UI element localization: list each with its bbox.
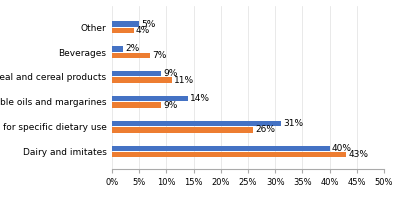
Text: 2%: 2% [125,44,139,53]
Text: 40%: 40% [332,144,352,153]
Bar [112,77,172,83]
Bar [112,146,330,151]
Bar [112,71,161,76]
Bar [112,152,346,158]
Text: 43%: 43% [348,150,368,159]
Bar [112,21,139,27]
Bar [112,127,254,133]
Bar [112,96,188,101]
Bar [112,121,281,126]
Bar [112,102,161,108]
Text: 7%: 7% [152,51,167,60]
Text: 26%: 26% [256,125,276,134]
Text: 11%: 11% [174,76,194,85]
Bar [112,28,134,33]
Text: 9%: 9% [163,69,178,78]
Text: 5%: 5% [141,20,156,29]
Bar [112,46,123,52]
Text: 4%: 4% [136,26,150,35]
Text: 31%: 31% [283,119,303,128]
Text: 9%: 9% [163,101,178,110]
Bar [112,53,150,58]
Text: 14%: 14% [190,94,210,103]
